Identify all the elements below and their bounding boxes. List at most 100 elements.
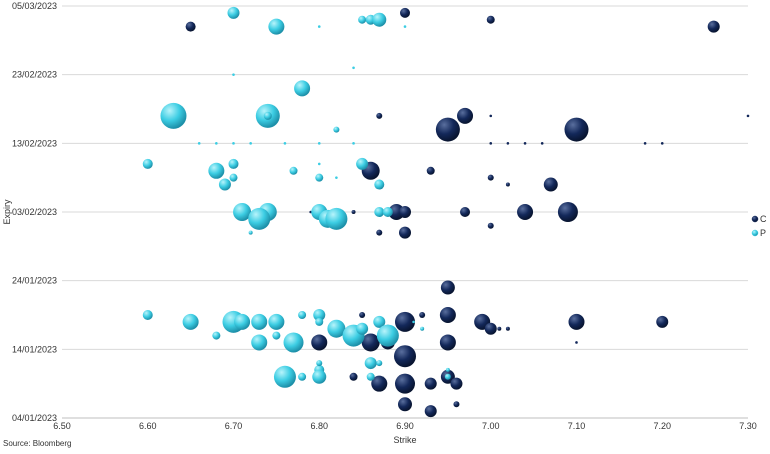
grid (62, 5, 748, 419)
bubble-c (489, 114, 493, 118)
bubble-c (399, 206, 411, 218)
bubble-c (557, 202, 578, 222)
x-axis-label: Strike (393, 435, 416, 445)
bubble-p (298, 311, 307, 319)
legend-label-c: C (760, 214, 767, 224)
bubble-p (142, 158, 153, 169)
bubble-p (376, 360, 383, 367)
y-tick-label: 04/01/2023 (12, 413, 57, 423)
bubble-p (251, 334, 268, 351)
bubble-p (248, 230, 253, 235)
bubble-p (283, 142, 287, 145)
bubble-p (234, 313, 251, 330)
bubble-c (424, 377, 437, 390)
bubble-p (358, 15, 367, 24)
y-tick-label: 23/02/2023 (12, 70, 57, 80)
bubble-c (660, 142, 664, 145)
bubble-c (419, 312, 426, 318)
bubble-p (273, 365, 296, 388)
bubble-c (424, 405, 437, 418)
bubble-c (517, 204, 534, 220)
x-tick-label: 6.80 (310, 421, 328, 431)
bubble-layer (142, 6, 750, 418)
bubble-c (395, 311, 415, 332)
bubble-p (233, 203, 252, 221)
bubble-c (543, 177, 558, 192)
bubble-p (248, 207, 271, 230)
bubble-p (445, 367, 450, 372)
bubble-p (374, 207, 385, 217)
bubble-c (656, 315, 669, 328)
bubble-c (376, 112, 383, 119)
bubble-c (453, 401, 460, 408)
bubble-p (372, 12, 387, 27)
bubble-p (268, 18, 285, 35)
bubble-c (395, 373, 415, 394)
bubble-p (263, 111, 272, 120)
bubble-p (317, 25, 321, 28)
bubble-c (457, 107, 474, 124)
bubble-c (388, 204, 405, 220)
bubble-c (439, 334, 456, 351)
bubble-p (251, 313, 268, 330)
bubble-c (349, 372, 358, 381)
x-tick-label: 7.30 (739, 421, 757, 431)
bubble-p (218, 178, 231, 191)
bubble-p (317, 162, 321, 166)
bubble-c (484, 322, 497, 335)
bubble-p (335, 176, 338, 179)
y-tick-label: 03/02/2023 (12, 207, 57, 217)
bubble-p (366, 372, 375, 381)
bubble-p (289, 166, 298, 175)
bubble-p (364, 357, 377, 370)
bubble-c (505, 182, 510, 187)
legend-marker-p (751, 229, 759, 237)
x-tick-label: 7.00 (482, 421, 500, 431)
bubble-c (361, 333, 380, 352)
x-tick-label: 7.20 (653, 421, 671, 431)
bubble-p (356, 157, 369, 170)
bubble-c (440, 280, 455, 295)
bubble-c (540, 142, 544, 145)
bubble-p (283, 332, 304, 353)
bubble-c (351, 210, 356, 214)
bubble-p (313, 309, 326, 321)
bubble-p (227, 6, 240, 19)
bubble-c (486, 15, 495, 24)
source-note: Source: Bloomberg (3, 439, 72, 448)
bubble-p (412, 320, 415, 324)
bubble-c (564, 117, 589, 142)
bubble-c (399, 226, 411, 239)
bubble-p (382, 207, 393, 217)
bubble-c (523, 142, 527, 145)
bubble-c (497, 326, 502, 331)
x-tick-label: 6.90 (396, 421, 414, 431)
bubble-c (371, 375, 388, 392)
bubble-p (317, 142, 321, 145)
bubble-c (487, 222, 494, 229)
bubble-c (359, 312, 366, 318)
bubble-p (208, 162, 225, 179)
bubble-p (312, 369, 327, 384)
bubble-c (489, 142, 493, 145)
bubble-p (197, 142, 201, 145)
bubble-p (444, 373, 451, 380)
bubble-p (403, 25, 407, 28)
axes: 04/01/2023 14/01/2023 24/01/2023 03/02/2023… (12, 1, 757, 431)
bubble-c (376, 229, 383, 236)
bubble-c (746, 114, 750, 118)
bubble-c (394, 345, 416, 368)
bubble-c (506, 142, 510, 145)
bubble-p (160, 102, 187, 129)
legend-marker-c (751, 215, 759, 223)
bubble-c (575, 341, 578, 344)
bubble-p (249, 142, 252, 145)
bubble-p (294, 80, 311, 97)
bubble-c (435, 117, 460, 142)
bubble-p (374, 179, 385, 190)
bubble-p (215, 142, 218, 145)
bubble-c (568, 313, 585, 330)
bubble-p (352, 66, 355, 70)
legend-label-p: P (760, 228, 766, 238)
bubble-c (439, 307, 456, 323)
